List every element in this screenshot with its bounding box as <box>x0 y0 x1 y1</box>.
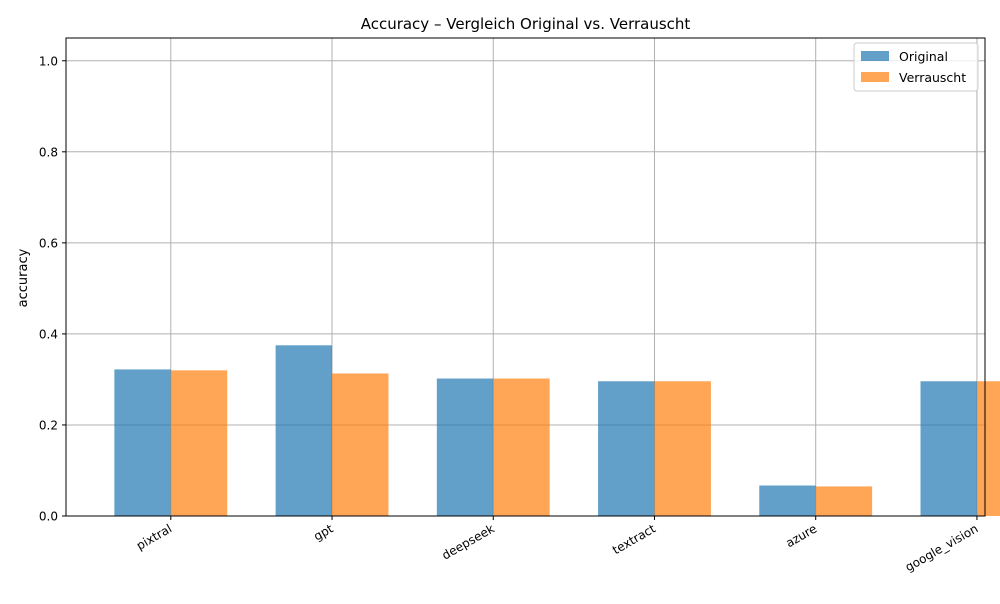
x-tick-label: azure <box>783 521 819 550</box>
y-tick-label: 1.0 <box>39 54 58 68</box>
bar-original-textract <box>598 381 655 516</box>
chart-title: Accuracy – Vergleich Original vs. Verrau… <box>361 15 691 33</box>
y-tick-label: 0.2 <box>39 418 58 432</box>
bar-original-deepseek <box>436 378 494 516</box>
bars <box>114 345 1000 516</box>
legend-swatch-original <box>861 51 889 61</box>
x-tick-label: textract <box>610 521 658 557</box>
bar-original-google_vision <box>920 381 977 516</box>
plot-frame <box>65 37 986 517</box>
bar-original-azure <box>759 485 816 516</box>
y-tick-label: 0.8 <box>39 145 58 159</box>
y-tick-label: 0.0 <box>39 510 58 524</box>
legend: Original Verrauscht <box>853 42 979 92</box>
y-axis-label: accuracy <box>16 248 31 307</box>
y-tick-label: 0.4 <box>39 327 58 341</box>
bar-original-pixtral <box>114 369 171 516</box>
bar-verrauscht-deepseek <box>493 378 550 516</box>
bar-original-gpt <box>275 345 333 516</box>
x-tick-label: gpt <box>311 521 336 543</box>
x-tick-label: pixtral <box>134 521 174 552</box>
bar-verrauscht-gpt <box>332 373 389 516</box>
y-tick-label: 0.6 <box>39 236 58 250</box>
bar-verrauscht-textract <box>654 381 711 516</box>
bar-verrauscht-pixtral <box>170 370 228 516</box>
legend-swatch-verrauscht <box>861 72 889 82</box>
x-tick-label: google_vision <box>903 521 981 574</box>
legend-label-original: Original <box>899 49 948 64</box>
axes <box>62 37 986 520</box>
bar-verrauscht-azure <box>815 486 873 516</box>
legend-label-verrauscht: Verrauscht <box>899 70 966 85</box>
bar-verrauscht-google_vision <box>976 381 1000 516</box>
x-tick-label: deepseek <box>440 521 497 562</box>
